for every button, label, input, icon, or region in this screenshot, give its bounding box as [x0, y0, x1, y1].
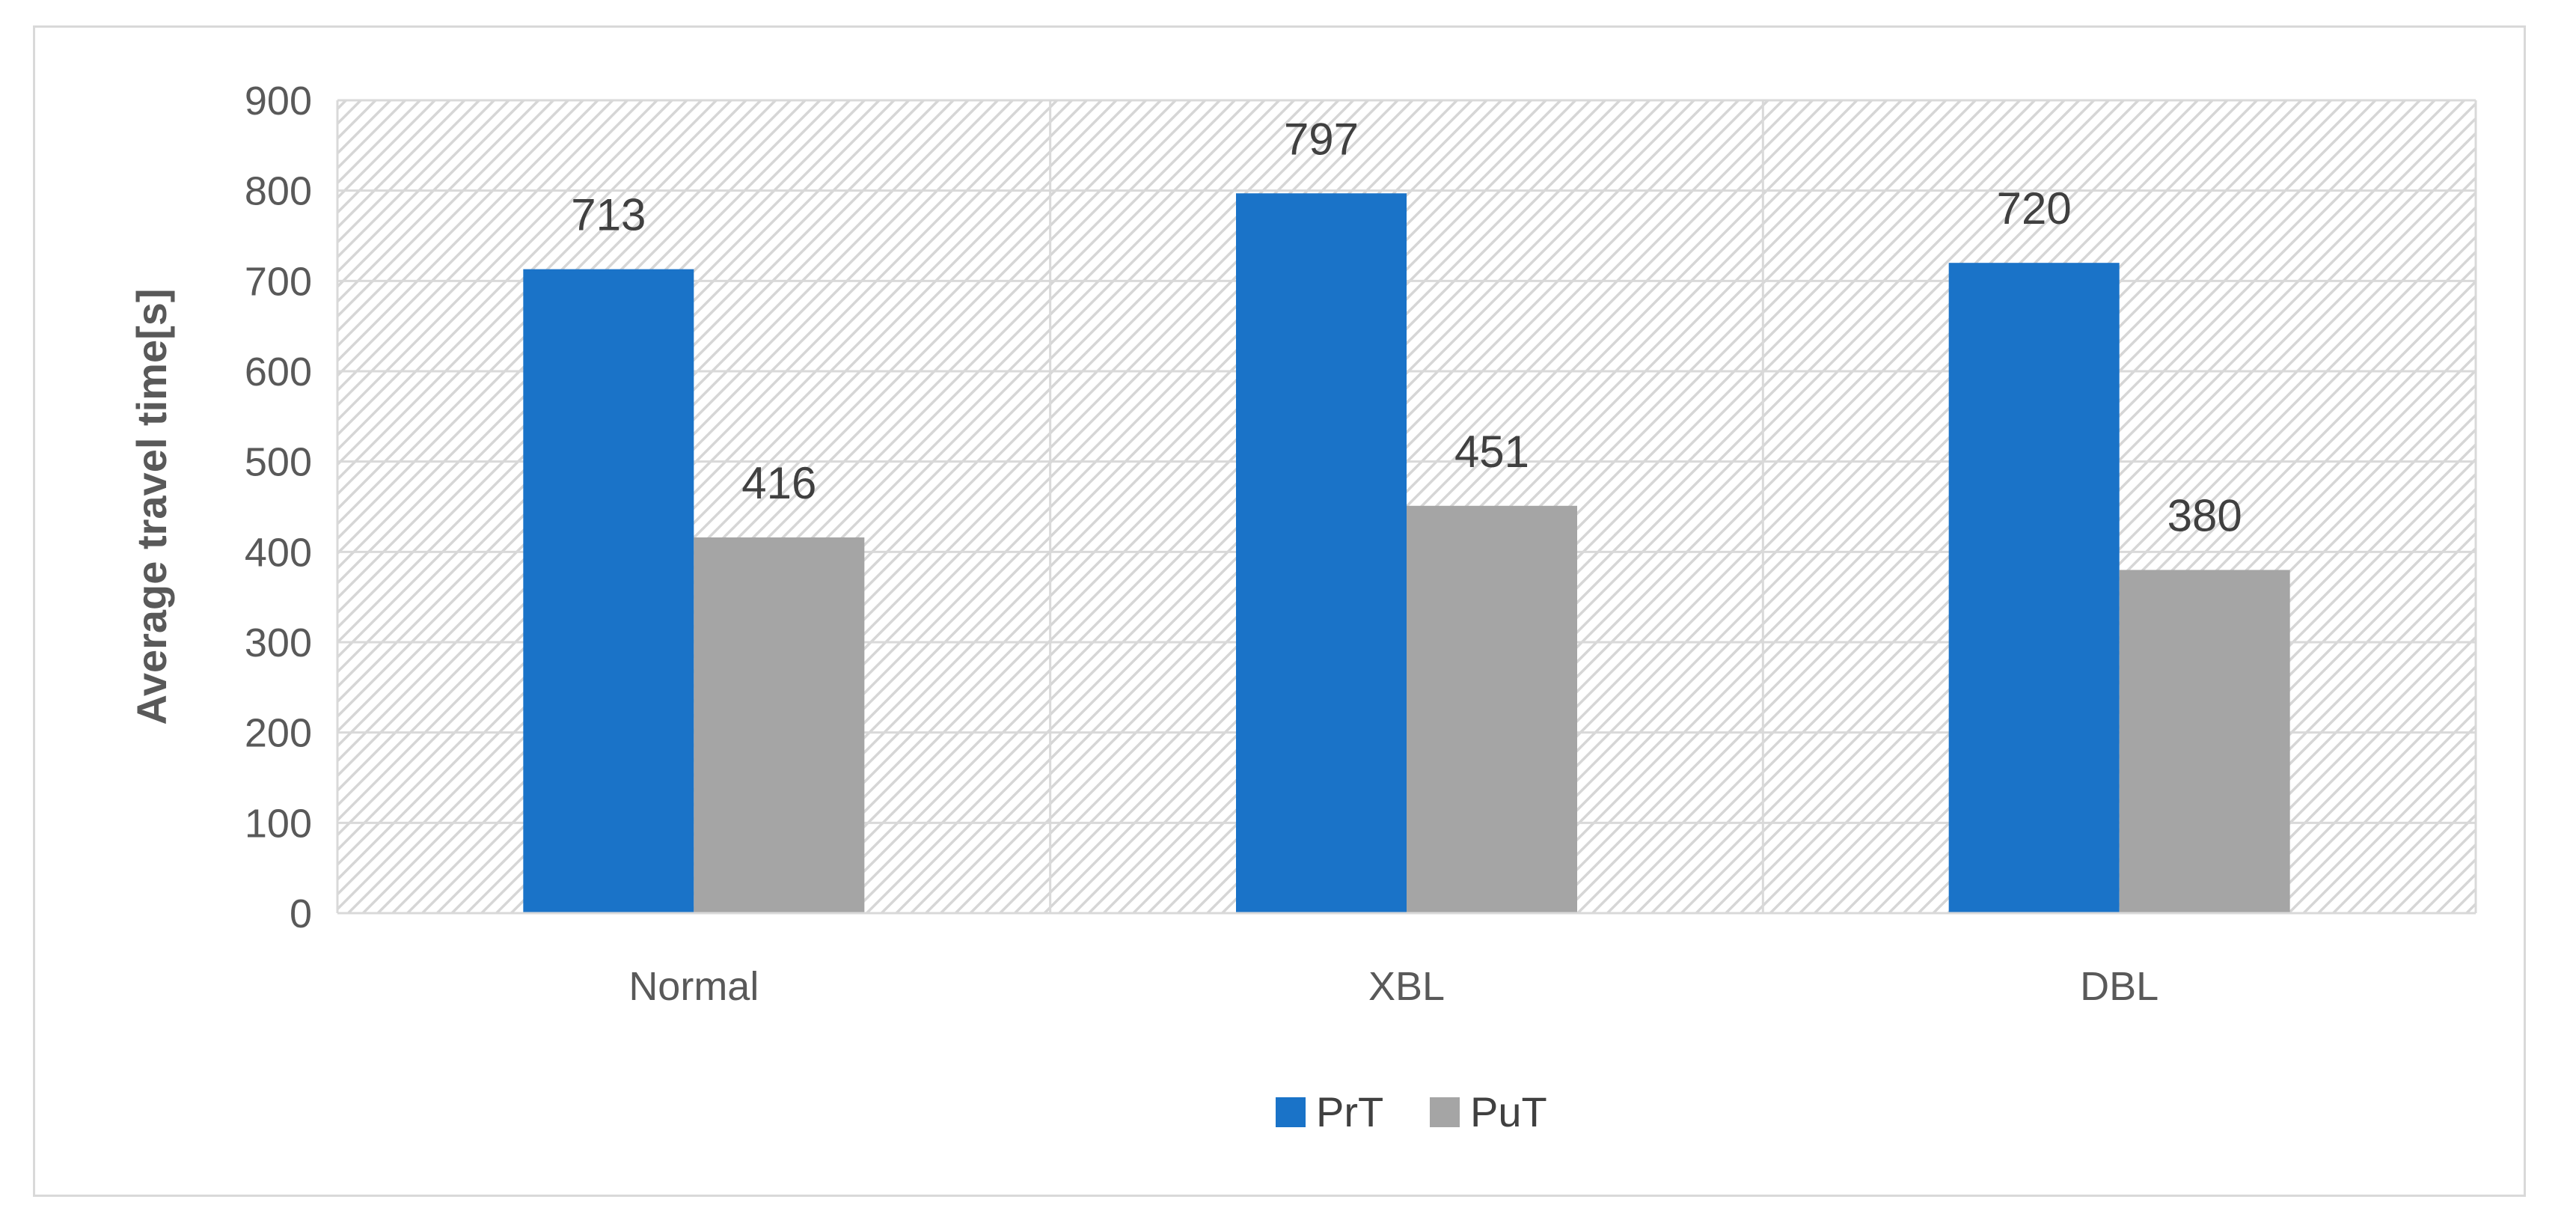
legend-label-prt: PrT: [1316, 1088, 1383, 1135]
y-tick-label: 300: [245, 620, 312, 665]
data-label: 380: [2167, 490, 2242, 540]
bar-prt-normal: [523, 269, 694, 913]
data-label: 720: [1997, 183, 2072, 234]
x-tick-label: DBL: [2080, 964, 2159, 1009]
legend-swatch-put: [1430, 1097, 1460, 1127]
data-label: 416: [741, 458, 816, 508]
y-tick-label: 400: [245, 530, 312, 575]
y-tick-label: 600: [245, 350, 312, 394]
y-tick-label: 900: [245, 79, 312, 123]
y-tick-label: 800: [245, 169, 312, 214]
y-tick-label: 500: [245, 440, 312, 485]
bar-put-normal: [694, 537, 865, 913]
bar-put-dbl: [2119, 570, 2290, 913]
legend-label-put: PuT: [1470, 1088, 1547, 1135]
data-label: 713: [571, 190, 646, 240]
y-tick-label: 200: [245, 711, 312, 756]
bar-prt-xbl: [1236, 193, 1407, 914]
x-tick-label: Normal: [628, 964, 759, 1009]
x-tick-label: XBL: [1368, 964, 1445, 1009]
y-tick-label: 700: [245, 259, 312, 304]
legend: PrT PuT: [1276, 1088, 1547, 1135]
bars: [523, 193, 2290, 914]
y-tick-label: 100: [245, 801, 312, 846]
data-label: 451: [1454, 427, 1529, 477]
y-tick-label: 0: [290, 891, 312, 936]
data-label: 797: [1284, 114, 1359, 164]
x-axis-tick-labels: Normal XBL DBL: [628, 964, 2159, 1009]
y-axis-title: Average travel time[s]: [128, 288, 175, 725]
y-axis-tick-labels: 0 100 200 300 400 500 600 700 800 900: [245, 79, 312, 936]
legend-swatch-prt: [1276, 1097, 1306, 1127]
bar-put-xbl: [1407, 505, 1577, 913]
bar-prt-dbl: [1948, 263, 2120, 913]
data-labels: 713 416 797 451 720 380: [571, 114, 2242, 540]
